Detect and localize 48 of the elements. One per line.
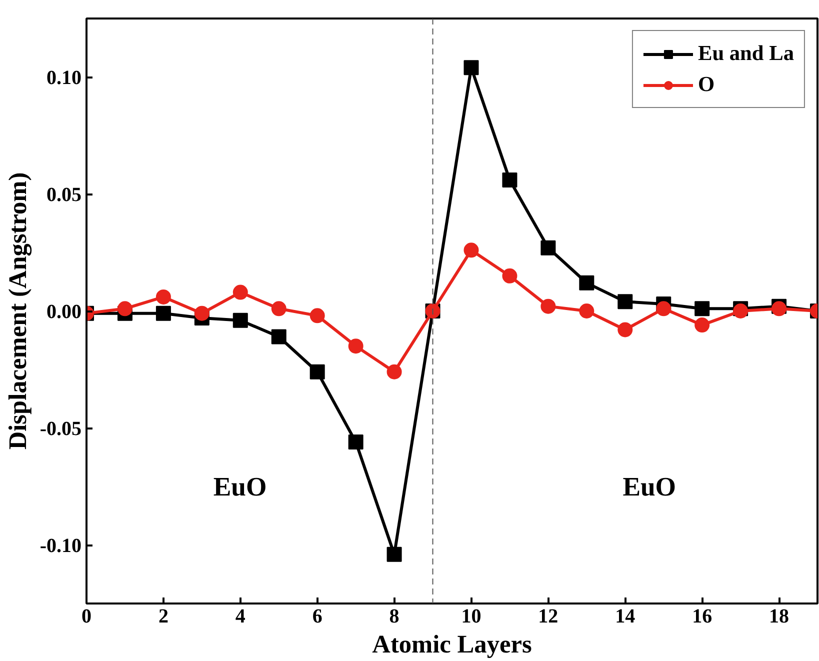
y-tick-label: -0.05 [40, 418, 82, 440]
point [579, 275, 594, 290]
point [348, 434, 364, 450]
point [502, 172, 518, 188]
point [194, 306, 210, 321]
point [271, 301, 286, 316]
y-tick-label: -0.10 [40, 535, 82, 557]
point [156, 289, 171, 304]
point [618, 322, 633, 338]
legend-label: O [698, 72, 716, 97]
x-tick-label: 0 [82, 606, 92, 628]
point [618, 294, 633, 310]
annotation: EuO [213, 472, 267, 502]
point [386, 546, 402, 562]
point [464, 242, 479, 258]
x-tick-label: 14 [615, 606, 636, 628]
y-axis-title: Displacement (Angstrom) [4, 172, 32, 450]
point [232, 284, 248, 300]
point [694, 318, 710, 333]
point [348, 338, 364, 354]
point [502, 268, 518, 284]
x-tick-label: 12 [538, 606, 558, 628]
annotation: EuO [622, 472, 676, 502]
legend-label: Eu and La [698, 41, 794, 66]
y-tick-label: 0.10 [46, 67, 82, 89]
x-tick-label: 2 [158, 606, 168, 628]
x-tick-label: 10 [461, 606, 482, 628]
x-tick-label: 18 [769, 606, 790, 628]
point [656, 301, 672, 316]
point [310, 364, 325, 380]
point [694, 301, 710, 316]
x-tick-label: 8 [389, 606, 400, 628]
x-tick-label: 6 [312, 606, 322, 628]
x-tick-label: 4 [235, 606, 246, 628]
y-tick-label: 0.00 [46, 301, 82, 323]
point [540, 240, 556, 256]
point [386, 364, 402, 380]
point [579, 304, 594, 318]
point [156, 306, 171, 321]
point [117, 301, 132, 316]
point [310, 308, 325, 324]
point [271, 329, 286, 344]
point [540, 298, 556, 314]
y-tick-label: 0.05 [46, 184, 82, 206]
x-axis-title: Atomic Layers [372, 630, 532, 658]
point [232, 312, 248, 328]
x-tick-label: 16 [692, 606, 712, 628]
point [464, 60, 479, 76]
